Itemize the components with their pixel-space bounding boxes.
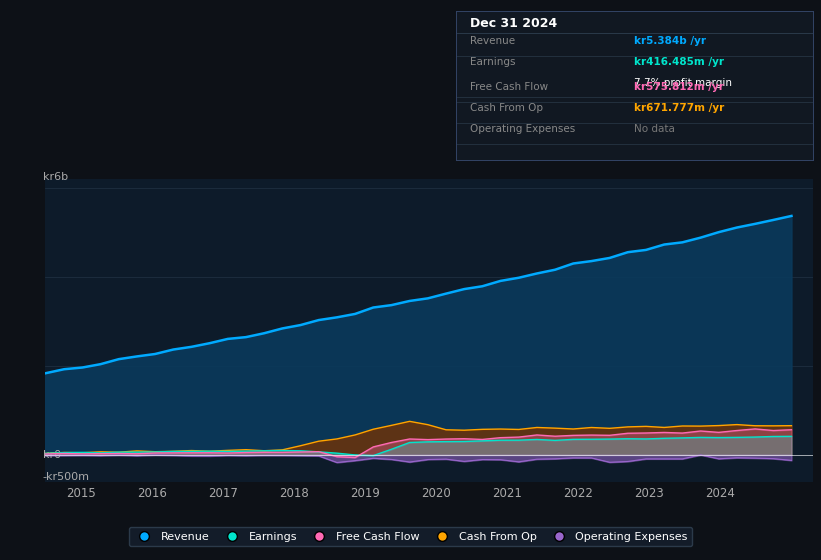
Text: Cash From Op: Cash From Op [470,103,543,113]
Text: kr6b: kr6b [43,172,68,182]
Text: kr416.485m /yr: kr416.485m /yr [635,57,724,67]
Text: kr0: kr0 [43,450,61,460]
Text: Earnings: Earnings [470,57,516,67]
Text: 7.7% profit margin: 7.7% profit margin [635,78,732,88]
Text: Revenue: Revenue [470,36,515,46]
Legend: Revenue, Earnings, Free Cash Flow, Cash From Op, Operating Expenses: Revenue, Earnings, Free Cash Flow, Cash … [129,527,692,546]
Text: kr575.812m /yr: kr575.812m /yr [635,82,724,92]
Text: Free Cash Flow: Free Cash Flow [470,82,548,92]
Text: kr671.777m /yr: kr671.777m /yr [635,103,724,113]
Text: -kr500m: -kr500m [43,472,89,482]
Text: Operating Expenses: Operating Expenses [470,124,576,134]
Text: kr5.384b /yr: kr5.384b /yr [635,36,706,46]
Text: Dec 31 2024: Dec 31 2024 [470,17,557,30]
Text: No data: No data [635,124,675,134]
